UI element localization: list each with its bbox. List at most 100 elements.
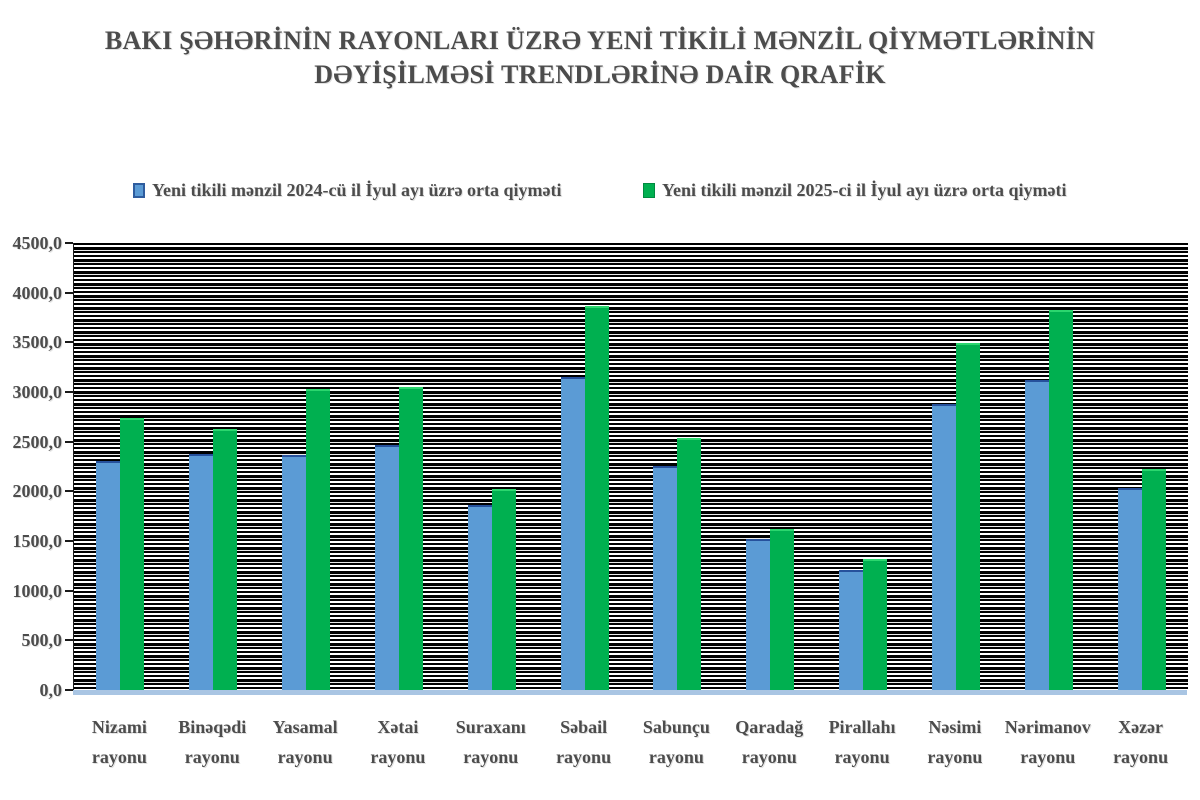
x-category-name: Qaradağ [735,717,804,737]
bar-2024-pirallahı [839,570,864,690]
x-category-name: Xətai [377,717,419,737]
x-category-label-suraxanı: Suraxanı rayonu [444,712,537,772]
bar-group-3 [260,243,353,690]
x-category-suffix: rayonu [463,747,519,767]
x-category-name: Nərimanov [1004,717,1091,737]
bar-2024-suraxanı [467,504,492,690]
bar-2025-pirallahı [863,559,888,690]
bar-2024-xəzər [1117,487,1142,690]
y-tick-mark [65,291,73,294]
x-category-name: Xəzər [1118,717,1164,737]
bar-2025-nizami [120,417,145,690]
x-category-name: Pirallahı [828,717,896,737]
x-category-label-pirallahı: Pirallahı rayonu [816,712,909,772]
y-tick-label-500_0: 500,0 [21,630,63,651]
bar-group-8 [724,243,817,690]
x-category-name: Yasamal [272,717,338,737]
bar-group-12 [1095,243,1188,690]
x-category-suffix: rayonu [184,747,240,767]
bar-2024-qaradağ [746,538,771,690]
bar-2025-nəsimi [955,343,980,690]
bar-2024-yasamal [282,454,307,690]
x-category-name: Suraxanı [455,717,526,737]
x-category-suffix: rayonu [556,747,612,767]
bar-group-10 [910,243,1003,690]
x-category-label-nərimanov: Nərimanov rayonu [1001,712,1094,772]
x-category-label-binəqədi: Binəqədi rayonu [166,712,259,772]
x-category-name: Nizami [91,717,147,737]
x-category-suffix: rayonu [91,747,147,767]
bar-group-7 [631,243,724,690]
x-category-name: Sabunçu [642,717,710,737]
y-tick-label-3000_0: 3000,0 [12,382,63,402]
bar-group-4 [353,243,446,690]
y-tick-mark [65,242,73,244]
bar-2024-xətai [374,445,399,690]
x-category-suffix: rayonu [834,747,890,767]
y-tick-label-1000_0: 1000,0 [12,580,63,601]
bar-2025-yasamal [306,389,331,690]
x-category-suffix: rayonu [277,747,333,767]
legend-label-2025: Yeni tikili mənzil 2025-ci il İyul ayı ü… [662,180,1067,200]
y-tick-mark [65,440,73,443]
x-axis-line [73,690,1187,695]
legend-item-2025: Yeni tikili mənzil 2025-ci il İyul ayı ü… [643,180,1066,201]
legend-swatch-2024-icon [133,183,145,198]
x-category-suffix: rayonu [927,747,983,767]
y-tick-label-2500_0: 2500,0 [12,431,63,452]
bar-group-1 [74,243,167,690]
y-tick-label-1500_0: 1500,0 [12,531,63,551]
bar-2025-qaradağ [770,528,795,690]
plot-area [73,243,1188,690]
y-tick-label-0_0: 0,0 [39,680,63,700]
x-category-name: Səbail [560,717,608,737]
y-tick-mark [65,341,73,344]
bar-2025-suraxanı [491,488,516,690]
y-tick-label-4000_0: 4000,0 [12,282,63,303]
bar-group-2 [167,243,260,690]
bar-2024-səbail [560,376,585,690]
chart-title-line2: DƏYİŞİLMƏSİ TRENDLƏRİNƏ DAİR QRAFİK [314,60,886,89]
y-tick-mark [65,589,73,592]
bar-2024-nərimanov [1024,380,1049,690]
x-category-label-qaradağ: Qaradağ rayonu [723,712,816,772]
y-tick-mark [65,490,73,493]
x-category-label-xətai: Xətai rayonu [352,712,445,772]
y-tick-label-3500_0: 3500,0 [12,332,63,353]
chart-title-line1: BAKI ŞƏHƏRİNİN RAYONLARI ÜZRƏ YENİ TİKİL… [104,26,1096,55]
bar-group-9 [817,243,910,690]
x-category-label-xəzər: Xəzər rayonu [1094,712,1187,772]
x-category-label-nizami: Nizami rayonu [73,712,166,772]
bar-group-6 [538,243,631,690]
x-category-suffix: rayonu [370,747,426,767]
bar-2025-xətai [398,387,423,690]
y-tick-mark [65,391,73,393]
x-category-label-nəsimi: Nəsimi rayonu [909,712,1002,772]
x-category-label-yasamal: Yasamal rayonu [259,712,352,772]
bar-2025-səbail [584,305,609,690]
x-category-label-səbail: Səbail rayonu [537,712,630,772]
bar-2025-binəqədi [213,428,238,690]
bar-2024-binəqədi [189,453,214,690]
x-category-suffix: rayonu [648,747,704,767]
legend-swatch-2025-icon [643,183,655,198]
x-category-label-sabunçu: Sabunçu rayonu [630,712,723,772]
legend-item-2024: Yeni tikili mənzil 2024-cü il İyul ayı ü… [133,180,561,201]
bar-2024-sabunçu [653,466,678,690]
bar-group-5 [445,243,538,690]
x-category-name: Binəqədi [178,717,247,737]
y-tick-mark [65,639,73,642]
x-category-suffix: rayonu [741,747,797,767]
y-tick-label-2000_0: 2000,0 [12,481,63,502]
bar-2024-nizami [96,460,121,690]
bar-2024-nəsimi [931,403,956,690]
y-tick-label-4500_0: 4500,0 [12,233,63,253]
y-tick-mark [65,540,73,542]
bar-2025-xəzər [1141,469,1166,690]
bar-2025-nərimanov [1048,310,1073,690]
legend-label-2024: Yeni tikili mənzil 2024-cü il İyul ayı ü… [152,180,562,200]
y-tick-mark [65,689,73,691]
x-category-name: Nəsimi [928,717,982,737]
x-category-suffix: rayonu [1113,747,1169,767]
x-category-suffix: rayonu [1020,747,1076,767]
